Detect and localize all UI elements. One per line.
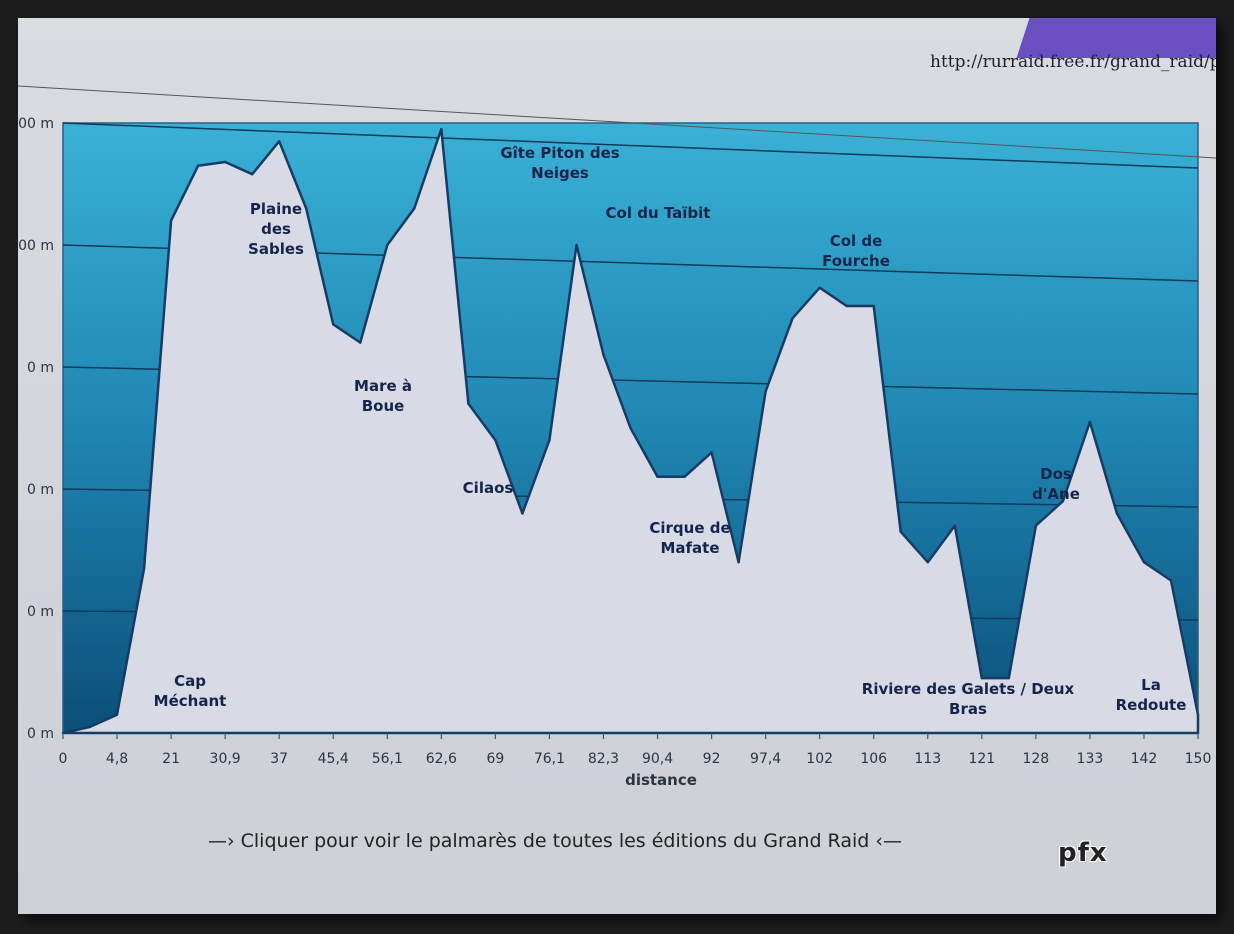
annotation-plaine: Plaine des Sables [248, 200, 304, 258]
x-tick-label: 106 [860, 751, 887, 767]
elevation-point [818, 286, 821, 289]
watermark-logo: pfx [1058, 838, 1108, 868]
x-tick-label: 121 [968, 751, 995, 767]
x-tick-label: 133 [1077, 751, 1104, 767]
x-tick-label: 82,3 [588, 751, 619, 767]
elevation-point [548, 439, 551, 442]
elevation-point [1142, 561, 1146, 564]
y-tick-label: 00 m [18, 116, 54, 132]
elevation-point [710, 451, 713, 454]
x-tick-label: 21 [162, 751, 180, 767]
x-tick-label: 62,6 [426, 751, 457, 767]
elevation-point [115, 713, 119, 716]
elevation-point [1034, 524, 1038, 527]
y-tick-label: 0 m [27, 726, 54, 742]
elevation-point [278, 140, 281, 143]
elevation-point [737, 561, 740, 564]
elevation-point [332, 323, 335, 326]
elevation-point [1088, 420, 1092, 424]
annotation-galets: Riviere des Galets / Deux Bras [862, 680, 1075, 718]
annotation-cilaos: Cilaos [463, 479, 514, 497]
elevation-point [521, 512, 524, 515]
elevation-point [251, 173, 254, 176]
annotation-cap: Cap Méchant [154, 672, 227, 710]
elevation-point [602, 353, 605, 356]
annotation-mare: Mare à Boue [354, 377, 412, 415]
page-url[interactable]: http://rurraid.free.fr/grand_raid/pa [930, 52, 1216, 72]
elevation-point [142, 567, 146, 570]
elevation-chart: 0 m 0 m 0 m 0 m 00 m 00 m 0 4,8 21 30,9 37 45,4 56,1… [18, 85, 1216, 789]
x-tick-label: 37 [270, 751, 288, 767]
elevation-point [764, 390, 767, 393]
x-tick-label: 45,4 [318, 751, 349, 767]
elevation-point [1115, 512, 1119, 515]
elevation-point [467, 402, 470, 405]
elevation-point [440, 127, 443, 131]
page-rule [18, 85, 1216, 159]
elevation-point [359, 341, 362, 344]
elevation-point [1196, 713, 1200, 716]
elevation-point [88, 725, 92, 729]
elevation-point [683, 475, 686, 478]
y-tick-label: 0 m [27, 604, 54, 620]
elevation-point [305, 207, 308, 210]
elevation-point [845, 304, 848, 308]
x-tick-label: 128 [1022, 751, 1049, 767]
elevation-point [169, 219, 173, 222]
elevation-point [926, 561, 929, 564]
photo-frame: http://rurraid.free.fr/grand_raid/pa 0 m… [18, 18, 1216, 914]
x-tick-label: 56,1 [372, 751, 403, 767]
x-tick-label: 4,8 [106, 751, 128, 767]
elevation-point [386, 243, 389, 247]
x-tick-label: 69 [486, 751, 504, 767]
grid-line [62, 122, 1199, 169]
x-tick-label: 150 [1185, 751, 1212, 767]
annotation-taibit: Col du Taïbit [606, 204, 711, 222]
x-tick-label: 76,1 [534, 751, 565, 767]
elevation-point [629, 426, 632, 430]
annotation-redoute: La Redoute [1116, 676, 1187, 714]
x-tick-label: 92 [703, 751, 721, 767]
elevation-point [791, 317, 794, 320]
elevation-point [223, 160, 227, 164]
annotation-fourche: Col de Fourche [822, 232, 890, 270]
palmares-link[interactable]: —› Cliquer pour voir le palmarès de tout… [208, 830, 902, 852]
elevation-point [899, 530, 902, 533]
elevation-point [494, 439, 497, 442]
x-tick-label: 142 [1131, 751, 1158, 767]
elevation-point [1169, 579, 1173, 582]
x-tick-label: 30,9 [210, 751, 241, 767]
x-tick-label: 97,4 [750, 751, 781, 767]
annotation-dosane: Dos d'Ane [1032, 465, 1080, 503]
elevation-point [196, 164, 200, 167]
elevation-point [980, 676, 983, 680]
y-tick-label: 0 m [27, 360, 54, 376]
x-tick-label: 0 [59, 751, 68, 767]
annotation-mafate: Cirque de Mafate [649, 519, 730, 557]
elevation-point [1061, 500, 1065, 503]
x-tick-label: 113 [914, 751, 941, 767]
x-axis-label: distance [625, 771, 697, 789]
elevation-point [953, 524, 956, 527]
x-tick-label: 102 [806, 751, 833, 767]
x-tick-label: 90,4 [642, 751, 673, 767]
elevation-point [656, 475, 659, 478]
annotation-gite: Gîte Piton des Neiges [500, 144, 619, 182]
elevation-point [1007, 676, 1010, 680]
elevation-point [872, 304, 875, 308]
y-tick-label: 0 m [27, 482, 54, 498]
elevation-point [575, 243, 578, 247]
y-tick-label: 00 m [18, 238, 54, 254]
elevation-point [413, 207, 416, 210]
